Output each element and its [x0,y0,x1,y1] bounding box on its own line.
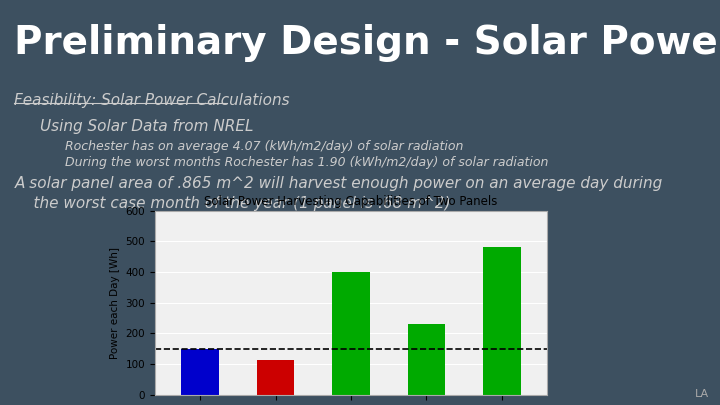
Bar [408,324,446,395]
Text: Rochester has on average 4.07 (kWh/m2/day) of solar radiation: Rochester has on average 4.07 (kWh/m2/da… [65,140,463,153]
Text: Feasibility: Solar Power Calculations: Feasibility: Solar Power Calculations [14,93,290,108]
Text: Using Solar Data from NREL: Using Solar Data from NREL [40,119,253,134]
Text: Preliminary Design - Solar Power Harvesting and Storage: Preliminary Design - Solar Power Harvest… [14,24,720,62]
Text: LA: LA [695,389,709,399]
Title: Solar Power Harvesting Capabilities of Two Panels: Solar Power Harvesting Capabilities of T… [204,195,498,208]
Text: During the worst months Rochester has 1.90 (kWh/m2/day) of solar radiation: During the worst months Rochester has 1.… [65,156,548,169]
Y-axis label: Power each Day [Wh]: Power each Day [Wh] [110,247,120,359]
Bar [332,272,370,395]
Text: A solar panel area of .865 m^2 will harvest enough power on an average day durin: A solar panel area of .865 m^2 will harv… [14,176,662,191]
Bar [181,349,219,395]
Bar [256,360,294,395]
Bar [483,247,521,395]
Text: the worst case month of the year (1 panel is .68 m^2): the worst case month of the year (1 pane… [14,196,451,211]
